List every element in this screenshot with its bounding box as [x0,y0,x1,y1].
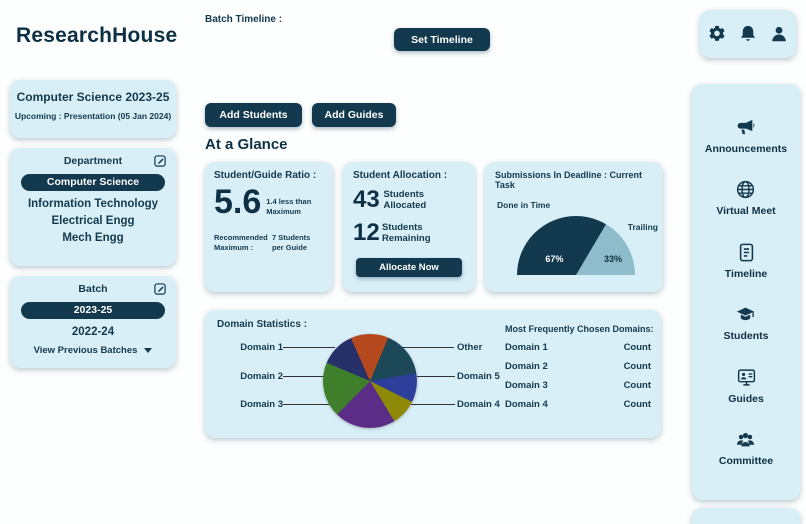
label-line [283,404,331,405]
frequent-domain-name: Domain 1 [505,342,548,353]
department-option[interactable]: Electrical Engg [51,215,135,227]
pie-label: Domain 1 [240,342,283,353]
batch-option[interactable]: 2022-24 [71,326,115,338]
domain-pie [323,334,417,428]
bottom-right-card [692,508,800,524]
batch-selected[interactable]: 2023-25 [21,302,165,319]
trailing-label: Trailing [627,222,658,232]
megaphone-icon [738,119,755,134]
graduation-cap-icon [737,307,755,321]
profile-icon[interactable] [769,24,789,44]
done-percent: 67% [545,253,564,264]
submissions-deadline-card: Submissions In Deadline : Current Task D… [485,162,663,292]
label-line [417,376,455,377]
students-remaining-value: 12 [353,219,380,246]
frequent-domains-title: Most Frequently Chosen Domains: [505,324,654,334]
nav-item-committee[interactable]: Committee [719,429,773,467]
recommended-max-label: Recommended Maximum : [214,233,268,252]
department-option[interactable]: Mech Engg [62,232,124,244]
allocation-card-title: Student Allocation : [353,170,448,181]
pie-label: Domain 2 [240,371,283,382]
students-allocated-label: Students Allocated [383,189,427,211]
recommended-max-value: 7 Students per Guide [272,233,311,252]
frequent-domain-row: Domain 2 Count [505,361,651,372]
batch-label: Batch [78,283,108,295]
pie-label: Domain 3 [240,399,283,410]
nav-label: Timeline [724,267,768,280]
frequent-domain-name: Domain 3 [505,380,548,391]
department-label: Department [63,155,123,167]
domain-statistics-card: Domain Statistics : Domain 1 Domain 2 Do… [205,310,661,438]
department-selected[interactable]: Computer Science [21,174,165,191]
student-allocation-card: Student Allocation : 43 Students Allocat… [343,162,475,292]
set-timeline-button[interactable]: Set Timeline [394,28,490,51]
pie-label: Domain 4 [457,399,500,410]
nav-label: Students [723,330,769,343]
nav-item-guides[interactable]: Guides [728,367,764,405]
batch-card: Batch 2023-25 2022-24 View Previous Batc… [10,276,176,368]
frequent-domain-count: Count [623,399,651,410]
right-nav: Announcements Virtual Meet Timeline Stud… [692,84,800,500]
current-batch-card: Computer Science 2023-25 Upcoming : Pres… [10,80,176,138]
frequent-domain-count: Count [623,342,651,353]
bell-icon[interactable] [738,24,758,44]
student-guide-ratio-card: Student/Guide Ratio : 5.6 1.4 less than … [205,162,333,292]
gear-icon[interactable] [707,24,727,44]
nav-label: Committee [718,455,774,468]
globe-icon [737,181,755,199]
ratio-card-title: Student/Guide Ratio : [214,170,317,181]
topbar-icons-card [700,10,796,58]
frequent-domain-row: Domain 1 Count [505,342,651,353]
label-line [283,347,335,348]
nav-label: Announcements [704,142,788,155]
frequent-domain-count: Count [623,361,651,372]
nav-item-announcements[interactable]: Announcements [705,117,787,155]
nav-item-students[interactable]: Students [723,304,769,343]
batch-timeline-label: Batch Timeline : [205,14,283,25]
nav-label: Virtual Meet [716,205,776,218]
ratio-value: 5.6 [214,183,262,221]
frequent-domain-row: Domain 4 Count [505,399,651,410]
frequent-domain-count: Count [623,380,651,391]
add-guides-button[interactable]: Add Guides [312,103,396,127]
deadline-gauge: 67% 33% [517,216,635,275]
label-line [411,404,455,405]
edit-batch-icon[interactable] [153,282,167,296]
label-line [283,376,325,377]
add-students-button[interactable]: Add Students [205,103,302,127]
nav-item-timeline[interactable]: Timeline [725,242,767,280]
frequent-domain-row: Domain 3 Count [505,380,651,391]
department-option[interactable]: Information Technology [27,198,159,210]
current-batch-title: Computer Science 2023-25 [16,90,170,104]
frequent-domains-panel: Most Frequently Chosen Domains: Domain 1… [505,324,654,410]
nav-item-virtual-meet[interactable]: Virtual Meet [716,179,776,218]
chevron-down-icon [144,348,153,353]
app-title: ResearchHouse [16,24,178,47]
pie-label: Domain 5 [457,371,500,382]
view-previous-batches[interactable]: View Previous Batches [18,338,168,356]
frequent-domain-name: Domain 2 [505,361,548,372]
nav-label: Guides [728,392,764,405]
students-remaining-label: Students Remaining [381,222,431,244]
department-card: Department Computer Science Information … [10,148,176,266]
frequent-domain-name: Domain 4 [505,399,548,410]
view-previous-label: View Previous Batches [33,345,138,356]
pie-label: Other [457,342,483,353]
submissions-card-title: Submissions In Deadline : Current Task [495,170,643,190]
trailing-percent: 33% [604,253,623,264]
presenter-icon [737,369,755,386]
upcoming-event-text: Upcoming : Presentation (05 Jan 2024) [14,111,172,121]
edit-department-icon[interactable] [153,154,167,168]
students-allocated-value: 43 [353,186,380,213]
at-a-glance-heading: At a Glance [205,136,288,153]
done-in-time-label: Done in Time [497,200,551,210]
people-icon [737,433,755,447]
timeline-icon [739,243,753,262]
ratio-note: 1.4 less than Maximum [266,197,312,216]
label-line [402,347,454,348]
domain-statistics-title: Domain Statistics : [217,319,308,330]
allocate-now-button[interactable]: Allocate Now [356,258,462,277]
